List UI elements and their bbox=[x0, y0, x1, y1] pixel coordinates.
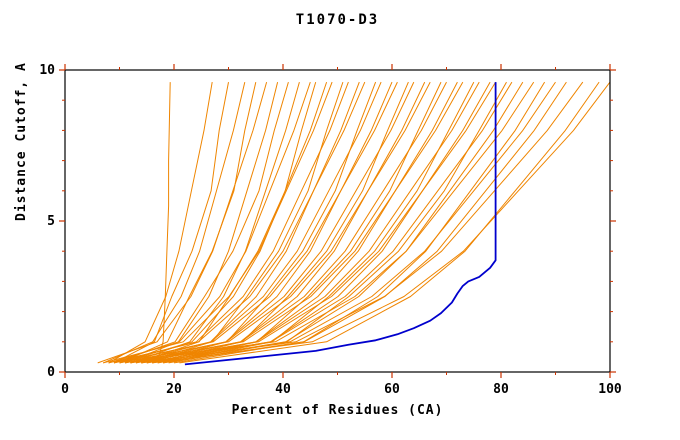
y-tick-label: 0 bbox=[47, 365, 55, 380]
model-curve bbox=[146, 81, 556, 364]
model-curve bbox=[179, 81, 600, 364]
model-curve bbox=[163, 81, 567, 364]
x-tick-label: 100 bbox=[598, 382, 622, 397]
model-curve bbox=[103, 81, 246, 364]
x-tick-label: 80 bbox=[493, 382, 509, 397]
y-tick-label: 5 bbox=[47, 214, 55, 229]
model-curve bbox=[119, 81, 431, 364]
model-curve bbox=[113, 81, 398, 364]
model-curve bbox=[124, 81, 464, 364]
model-curve bbox=[113, 82, 229, 364]
model-curve bbox=[103, 81, 333, 364]
model-curve bbox=[113, 81, 349, 364]
model-curve bbox=[157, 81, 524, 364]
model-curve bbox=[97, 81, 268, 364]
model-curve bbox=[141, 81, 513, 364]
model-curve bbox=[135, 81, 535, 361]
x-tick-label: 60 bbox=[384, 382, 400, 397]
model-curve bbox=[152, 81, 611, 364]
model-curve bbox=[108, 81, 311, 364]
model-curve bbox=[135, 81, 480, 364]
y-tick-label: 10 bbox=[39, 63, 55, 78]
model-curve bbox=[108, 82, 213, 364]
model-curve bbox=[141, 81, 426, 364]
x-tick-label: 0 bbox=[61, 382, 69, 397]
model-curve bbox=[141, 81, 584, 364]
plot-frame bbox=[64, 69, 611, 373]
highlight-curve bbox=[184, 82, 497, 366]
x-tick-label: 20 bbox=[166, 382, 182, 397]
x-tick-label: 40 bbox=[275, 382, 291, 397]
chart-title: T1070-D3 bbox=[295, 12, 380, 28]
model-curve bbox=[119, 81, 328, 364]
model-curve bbox=[108, 81, 366, 364]
model-curve bbox=[113, 81, 289, 364]
model-curve bbox=[130, 81, 497, 364]
x-axis-label: Percent of Residues (CA) bbox=[231, 403, 444, 418]
model-curve bbox=[157, 82, 171, 361]
